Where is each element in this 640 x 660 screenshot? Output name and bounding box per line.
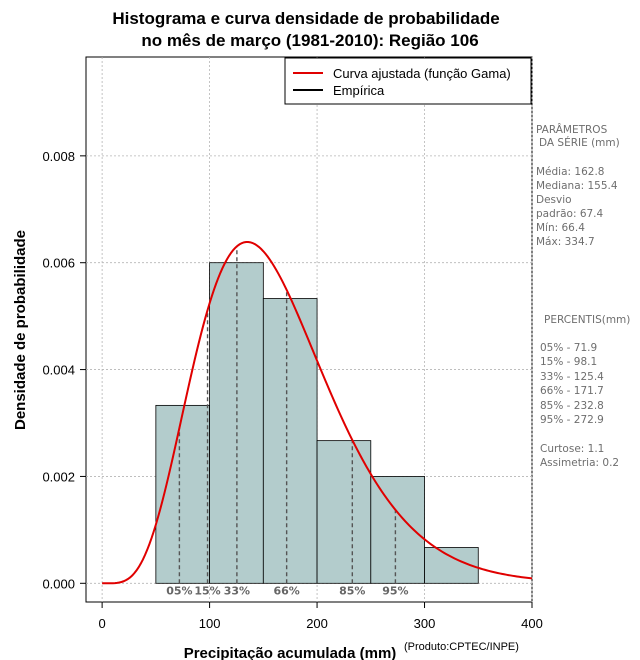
product-note: (Produto:CPTEC/INPE): [404, 641, 519, 653]
legend-fitted-label: Curva ajustada (função Gama): [333, 66, 511, 81]
histogram-bar-1: [209, 262, 264, 584]
fitted-gamma-curve: [102, 240, 533, 585]
chart-title-line1: Histograma e curva densidade de probabil…: [112, 9, 499, 28]
histogram-bar-4: [370, 476, 425, 584]
x-tick-label-0: 0: [99, 616, 106, 631]
percentil-05: 05% - 71.9: [540, 342, 597, 354]
y-tick-label-1: 0.002: [42, 469, 75, 484]
y-tick-label-0: 0.000: [42, 576, 75, 591]
stat-desvio-1: Desvio: [536, 194, 572, 206]
histogram-bars: [155, 262, 479, 584]
percentile-label-3: 66%: [273, 584, 299, 597]
chart-title-line2: no mês de março (1981-2010): Região 106: [141, 31, 478, 50]
x-tick-label-3: 300: [414, 616, 436, 631]
y-axis-ticks: 0.000 0.002 0.004 0.006 0.008: [42, 149, 86, 591]
y-tick-label-4: 0.008: [42, 149, 75, 164]
side-panel: PARÂMETROS DA SÉRIE (mm) Média: 162.8 Me…: [536, 123, 630, 469]
x-axis-ticks: 0 100 200 300 400: [99, 602, 543, 631]
percentile-lines: [178, 246, 397, 584]
stat-min: Mín: 66.4: [536, 222, 585, 234]
y-tick-label-2: 0.004: [42, 363, 75, 378]
stat-assimetria: Assimetria: 0.2: [540, 457, 619, 469]
stat-media: Média: 162.8: [536, 166, 604, 178]
params-title-2: DA SÉRIE (mm): [539, 136, 620, 149]
x-axis-label: Precipitação acumulada (mm): [184, 645, 397, 660]
legend-empirical-label: Empírica: [333, 83, 385, 98]
legend-box: [284, 57, 532, 105]
percentil-66: 66% - 171.7: [540, 385, 604, 397]
percentile-label-1: 15%: [194, 584, 220, 597]
percentile-label-4: 85%: [339, 584, 365, 597]
y-tick-label-3: 0.006: [42, 256, 75, 271]
legend: Curva ajustada (função Gama) Empírica: [284, 57, 532, 105]
x-tick-label-4: 400: [521, 616, 543, 631]
percentil-85: 85% - 232.8: [540, 400, 604, 412]
histogram-bar-3: [316, 440, 372, 584]
percentile-label-5: 95%: [382, 584, 408, 597]
y-axis-label: Densidade de probabilidade: [12, 230, 29, 430]
x-tick-label-1: 100: [199, 616, 221, 631]
x-tick-label-2: 200: [306, 616, 328, 631]
percentile-label-0: 05%: [166, 584, 192, 597]
stat-max: Máx: 334.7: [536, 236, 595, 248]
stat-desvio-2: padrão: 67.4: [536, 208, 604, 220]
percentil-33: 33% - 125.4: [540, 371, 604, 383]
percentil-95: 95% - 272.9: [540, 414, 604, 426]
percentis-title: PERCENTIS(mm): [544, 314, 630, 326]
percentile-labels: 05% 15% 33% 66% 85% 95%: [166, 584, 408, 597]
stat-curtose: Curtose: 1.1: [540, 443, 604, 455]
percentil-15: 15% - 98.1: [540, 356, 597, 368]
stat-mediana: Mediana: 155.4: [536, 180, 618, 192]
params-title-1: PARÂMETROS: [536, 123, 608, 136]
percentile-label-2: 33%: [224, 584, 250, 597]
